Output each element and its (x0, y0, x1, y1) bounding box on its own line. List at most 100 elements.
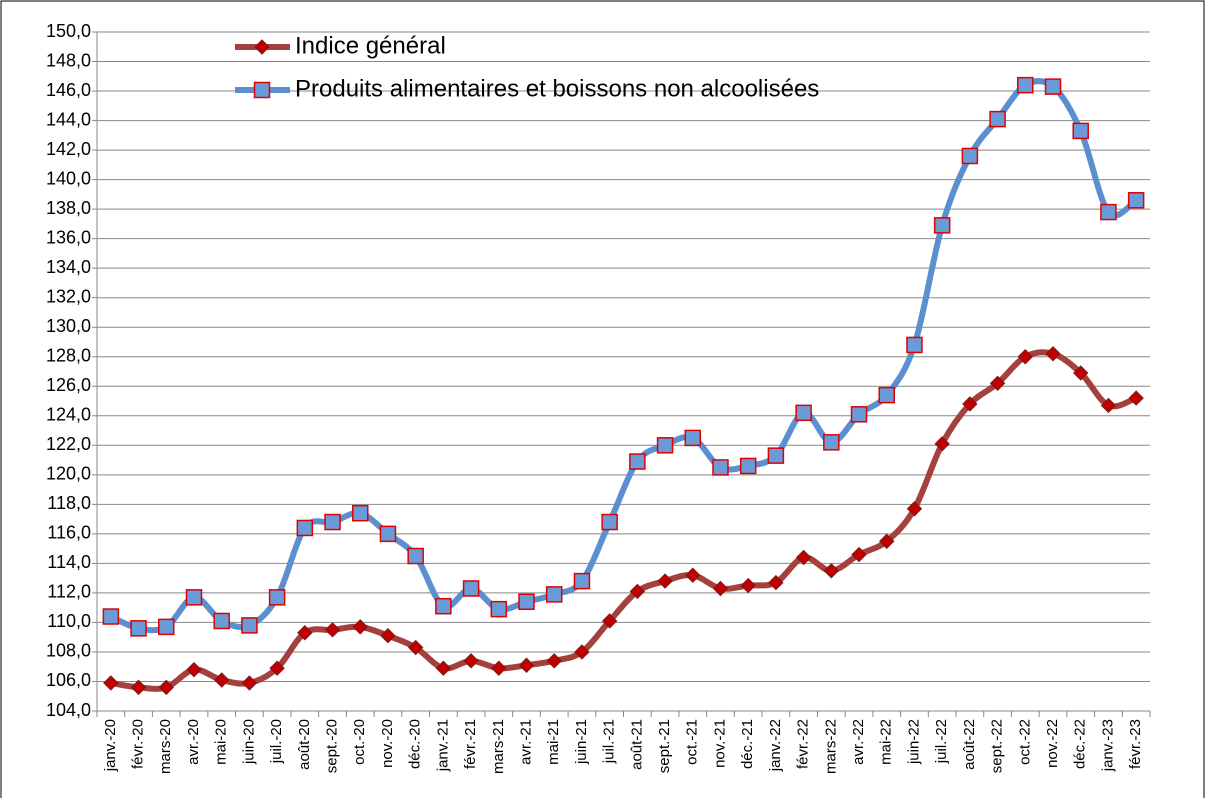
x-tick-label: avr.-22 (850, 719, 867, 765)
y-tick-label: 104,0 (46, 700, 91, 720)
x-tick-label: janv.-23 (1099, 719, 1116, 772)
data-point (296, 519, 314, 537)
x-tick-label: mai-20 (213, 719, 230, 765)
data-point (879, 533, 895, 549)
x-tick-label: févr.-21 (462, 719, 479, 769)
x-tick-label: oct.-22 (1016, 719, 1033, 765)
y-tick-label: 114,0 (47, 552, 91, 572)
data-point (102, 608, 120, 625)
data-point (1017, 349, 1034, 365)
data-point (435, 597, 452, 615)
data-point (684, 429, 702, 447)
data-point (545, 586, 563, 603)
y-tick-label: 112,0 (47, 582, 91, 602)
y-tick-label: 140,0 (46, 168, 91, 188)
data-point (850, 406, 868, 423)
data-point (933, 217, 951, 234)
data-point (518, 657, 535, 673)
x-tick-label: nov.-22 (1044, 719, 1061, 768)
data-point (574, 644, 590, 660)
x-tick-label: janv.-21 (434, 719, 451, 772)
x-tick-label: juil.-22 (933, 719, 950, 764)
data-point (656, 437, 674, 454)
y-tick-label: 124,0 (46, 405, 91, 425)
x-tick-label: sept.-21 (656, 719, 673, 773)
data-point (768, 574, 784, 591)
data-point (767, 447, 785, 464)
x-tick-label: oct.-21 (684, 719, 701, 765)
data-point (739, 457, 757, 475)
data-point (186, 661, 202, 678)
data-point (324, 513, 341, 531)
data-point (297, 625, 313, 641)
y-tick-label: 106,0 (46, 670, 91, 690)
x-tick-label: janv.-20 (102, 719, 119, 772)
data-point (934, 436, 950, 452)
data-point (518, 593, 535, 611)
data-point (491, 660, 507, 676)
x-tick-label: avr.-20 (185, 719, 202, 765)
data-point (241, 617, 258, 634)
data-point (546, 653, 562, 669)
data-point (629, 583, 646, 600)
x-tick-label: déc.-21 (739, 719, 756, 769)
data-point (158, 679, 174, 696)
data-point (1017, 76, 1034, 94)
data-point (851, 546, 867, 563)
y-tick-label: 126,0 (46, 375, 91, 395)
legend-marker (253, 81, 271, 99)
x-tick-label: mars-20 (157, 719, 174, 774)
data-point (352, 504, 369, 522)
x-tick-label: juil.-21 (601, 719, 618, 764)
data-point (185, 589, 203, 606)
y-tick-label: 120,0 (46, 464, 91, 484)
x-tick-label: déc.-20 (407, 719, 424, 769)
y-tick-label: 118,0 (47, 493, 91, 513)
y-tick-label: 134,0 (46, 257, 91, 277)
y-tick-label: 138,0 (46, 198, 91, 218)
x-tick-label: févr.-22 (795, 719, 812, 769)
data-point (407, 639, 424, 656)
data-point (352, 619, 368, 635)
x-tick-label: mars-22 (822, 719, 839, 774)
data-point (823, 563, 840, 579)
data-point (490, 600, 508, 618)
data-point (601, 513, 618, 531)
x-tick-label: juin-21 (573, 719, 590, 765)
x-tick-label: mai-21 (545, 719, 562, 765)
data-point (712, 580, 729, 597)
x-tick-label: avr.-21 (517, 719, 534, 765)
x-tick-label: juin-22 (905, 719, 922, 765)
data-point (103, 675, 119, 691)
data-point (379, 525, 397, 543)
data-point (1073, 365, 1089, 381)
data-point (1072, 122, 1089, 140)
y-tick-label: 110,0 (47, 611, 91, 631)
data-point (629, 453, 646, 470)
y-tick-label: 148,0 (46, 50, 91, 70)
data-point (1127, 192, 1145, 209)
x-tick-label: août-21 (628, 719, 645, 770)
x-tick-label: nov.-20 (379, 719, 396, 768)
data-point (962, 396, 978, 412)
data-point (1128, 390, 1144, 406)
y-tick-label: 136,0 (46, 227, 91, 247)
data-point (657, 573, 673, 589)
x-tick-label: août-22 (961, 719, 978, 770)
data-point (130, 679, 147, 696)
x-tick-label: sept.-20 (324, 719, 341, 773)
data-point (158, 618, 175, 636)
y-tick-label: 150,0 (46, 21, 91, 41)
data-point (269, 660, 285, 676)
data-point (407, 547, 424, 565)
x-tick-label: juil.-20 (268, 719, 285, 764)
data-point (1100, 203, 1117, 221)
data-point (878, 386, 895, 404)
data-point (380, 628, 396, 644)
legend-marker (254, 39, 270, 55)
y-tick-label: 142,0 (46, 139, 91, 159)
data-point (462, 580, 480, 597)
x-tick-label: oct.-20 (351, 719, 368, 765)
